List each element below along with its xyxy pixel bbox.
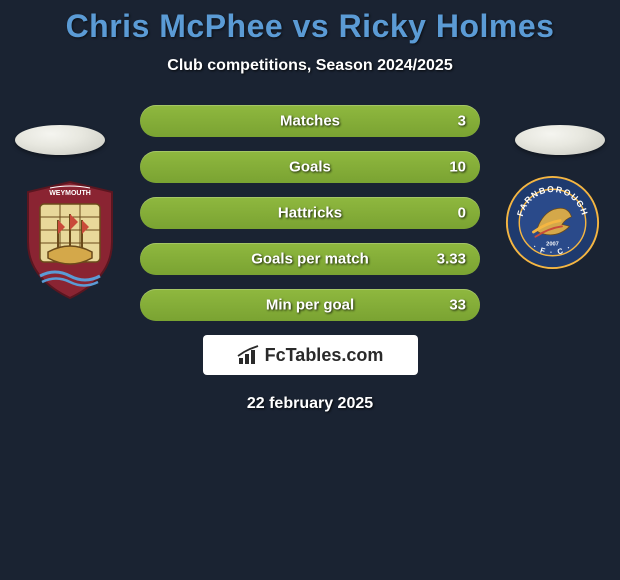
stat-value-right: 0 [458, 205, 466, 222]
stat-value-right: 33 [449, 297, 466, 314]
stat-label: Matches [280, 113, 340, 130]
stat-row: Hattricks 0 [140, 197, 480, 229]
farnborough-crest-icon: FARNBOROUGH · F · C · 2007 [505, 175, 600, 270]
weymouth-crest-icon: WEYMOUTH [20, 180, 120, 300]
subtitle: Club competitions, Season 2024/2025 [0, 57, 620, 75]
bar-chart-icon [237, 344, 261, 366]
stat-value-right: 10 [449, 159, 466, 176]
stat-label: Hattricks [278, 205, 342, 222]
stat-label: Min per goal [266, 297, 354, 314]
team-crest-left: WEYMOUTH [20, 180, 120, 300]
player-left-head-placeholder [15, 125, 105, 155]
stat-row: Min per goal 33 [140, 289, 480, 321]
stat-row: Goals per match 3.33 [140, 243, 480, 275]
stat-row: Goals 10 [140, 151, 480, 183]
stat-label: Goals per match [251, 251, 369, 268]
stat-value-right: 3 [458, 113, 466, 130]
brand-box[interactable]: FcTables.com [203, 335, 418, 375]
svg-text:2007: 2007 [546, 241, 559, 247]
date-text: 22 february 2025 [0, 395, 620, 413]
page-title: Chris McPhee vs Ricky Holmes [0, 8, 620, 45]
stat-value-right: 3.33 [437, 251, 466, 268]
stat-label: Goals [289, 159, 331, 176]
svg-text:WEYMOUTH: WEYMOUTH [49, 190, 91, 197]
brand-text: FcTables.com [265, 345, 384, 366]
team-crest-right: FARNBOROUGH · F · C · 2007 [505, 175, 600, 270]
stat-row: Matches 3 [140, 105, 480, 137]
player-right-head-placeholder [515, 125, 605, 155]
stats-list: Matches 3 Goals 10 Hattricks 0 Goals per… [140, 105, 480, 321]
